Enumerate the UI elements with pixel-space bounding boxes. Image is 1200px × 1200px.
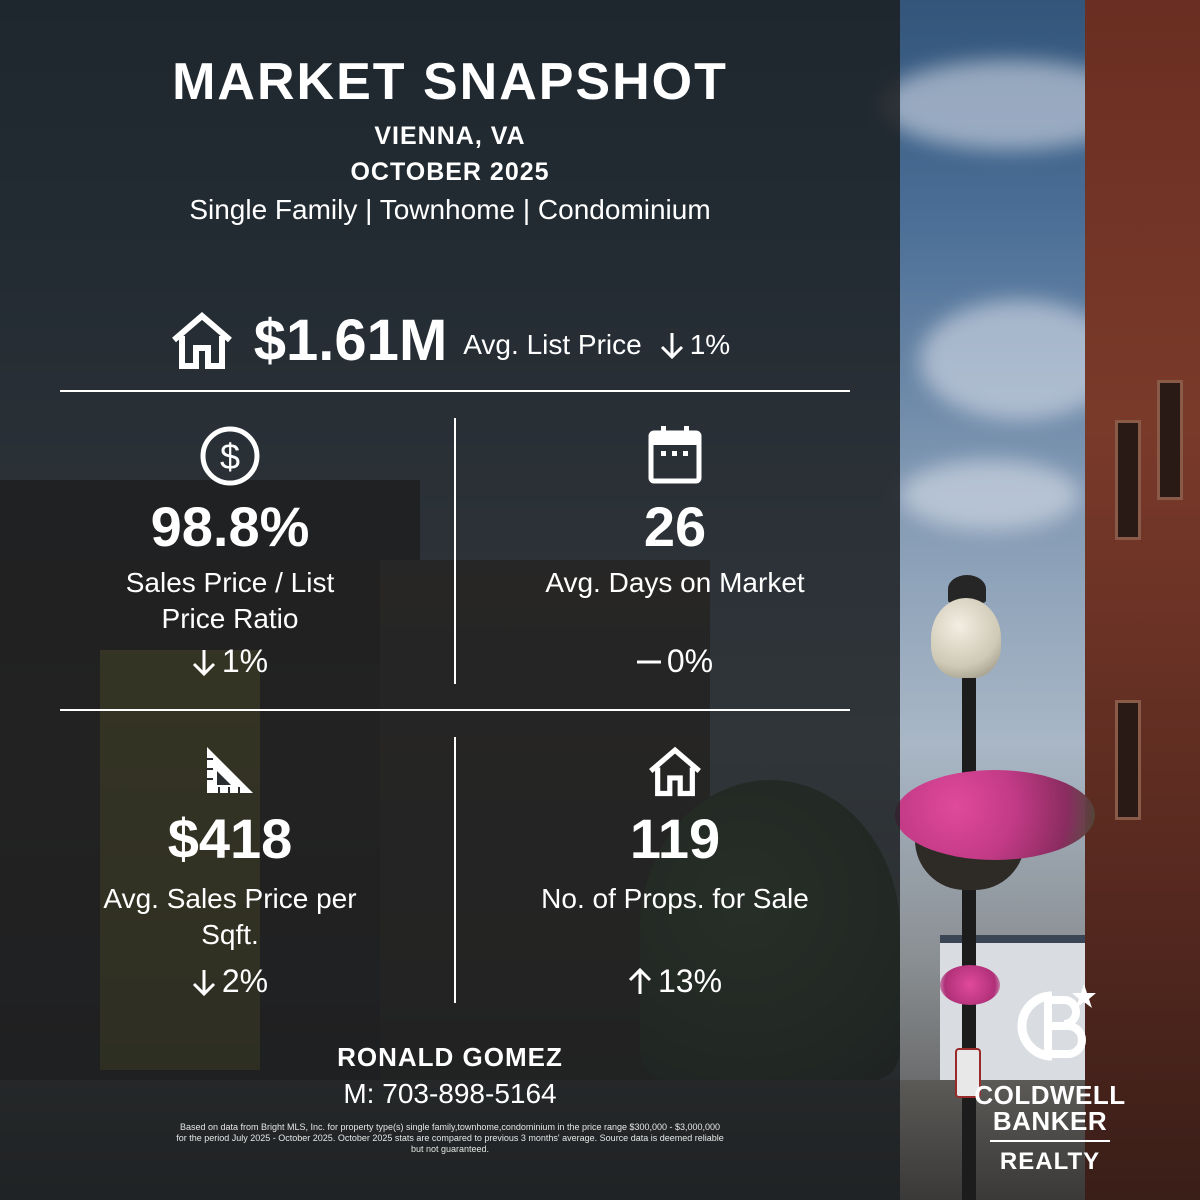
cb-monogram-logo	[1017, 984, 1096, 1061]
disclaimer-line: for the period July 2025 - October 2025.…	[176, 1133, 724, 1143]
dollar-circle-icon: $	[200, 426, 260, 486]
metric-change: 1%	[30, 643, 430, 680]
metric-label: Avg. Days on Market	[545, 567, 805, 598]
cloud	[900, 460, 1080, 530]
metric-props-for-sale: 119 No. of Props. for Sale 13%	[475, 745, 875, 1015]
metric-value: 119	[629, 807, 721, 870]
avg-list-price-change: 1%	[660, 329, 730, 361]
building-right	[1085, 0, 1200, 1200]
dark-overlay-panel	[0, 0, 900, 1200]
logo-text: REALTY	[999, 1148, 1101, 1175]
house-icon	[171, 312, 232, 369]
calendar-icon	[648, 426, 702, 484]
window	[1157, 380, 1183, 500]
house-icon	[649, 746, 701, 797]
metric-label: Sqft.	[201, 919, 259, 950]
metric-days-on-market: 26 Avg. Days on Market 0%	[475, 425, 875, 695]
agent-phone: M: 703-898-5164	[343, 1078, 557, 1109]
avg-list-price-row: $1.61M Avg. List Price 1%	[0, 305, 900, 375]
disclaimer: Based on data from Bright MLS, Inc. for …	[150, 1122, 750, 1155]
hanging-flowers	[940, 965, 1000, 1005]
metric-change: 2%	[30, 963, 430, 1000]
metric-label: Avg. Sales Price per	[103, 883, 357, 914]
metric-label: Price Ratio	[161, 603, 299, 634]
coldwell-banker-logo: COLDWELL BANKER REALTY	[960, 982, 1140, 1176]
change-value: 1%	[221, 643, 269, 679]
avg-list-price-value: $1.61M	[253, 307, 448, 373]
change-value: 1%	[689, 329, 731, 360]
metric-value: 98.8%	[150, 495, 310, 558]
change-value: 0%	[666, 643, 714, 679]
parking-sign	[955, 1048, 981, 1098]
logo-divider	[990, 1140, 1110, 1142]
arrow-down-icon	[192, 649, 215, 676]
svg-text:$: $	[220, 436, 240, 477]
disclaimer-line: but not guaranteed.	[410, 1144, 490, 1154]
divider-vertical	[454, 737, 456, 1003]
metric-change: 0%	[475, 643, 875, 680]
metric-label: No. of Props. for Sale	[541, 883, 809, 914]
divider-horizontal	[60, 709, 850, 711]
metric-sale-to-list-ratio: $ 98.8% Sales Price / List Price Ratio 1…	[30, 425, 430, 695]
logo-text: BANKER	[992, 1106, 1108, 1136]
set-square-icon	[207, 747, 253, 793]
metric-value: $418	[167, 807, 293, 870]
dash-flat-icon	[636, 660, 661, 663]
arrow-up-icon	[628, 967, 652, 994]
change-value: 13%	[657, 963, 723, 999]
window	[1115, 420, 1141, 540]
agent-name: RONALD GOMEZ	[337, 1042, 563, 1072]
logo-text: COLDWELL	[974, 1080, 1126, 1110]
avg-list-price-label: Avg. List Price	[463, 329, 642, 360]
divider-vertical	[454, 418, 456, 684]
property-types: Single Family | Townhome | Condominium	[189, 194, 711, 225]
city-label: VIENNA, VA	[374, 122, 526, 150]
metric-value: 26	[643, 495, 707, 558]
disclaimer-line: Based on data from Bright MLS, Inc. for …	[179, 1122, 721, 1132]
month-label: OCTOBER 2025	[350, 158, 550, 186]
divider-horizontal	[60, 390, 850, 392]
hanging-flowers	[895, 770, 1095, 860]
page-title: MARKET SNAPSHOT	[172, 53, 728, 111]
arrow-down-icon	[660, 333, 683, 359]
metric-label: Sales Price / List	[125, 567, 335, 598]
change-value: 2%	[221, 963, 269, 999]
metric-price-per-sqft: $418 Avg. Sales Price per Sqft. 2%	[30, 745, 430, 1015]
lamp-globe	[931, 598, 1001, 678]
metric-change: 13%	[475, 963, 875, 1000]
window	[1115, 700, 1141, 820]
arrow-down-icon	[192, 969, 215, 996]
